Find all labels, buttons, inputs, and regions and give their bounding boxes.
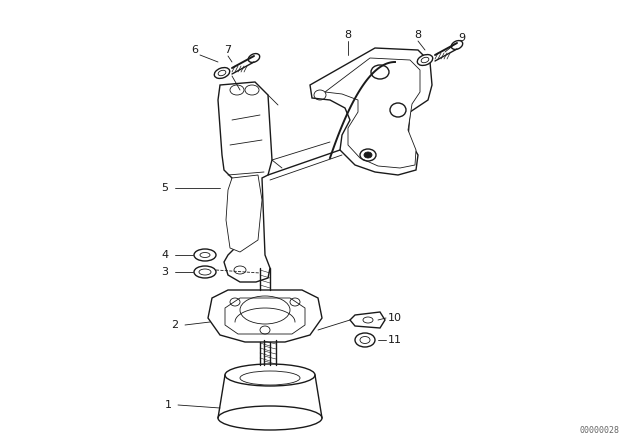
Polygon shape [218, 82, 272, 282]
Text: 00000028: 00000028 [580, 426, 620, 435]
Polygon shape [325, 58, 420, 168]
Text: 8: 8 [344, 30, 351, 40]
Polygon shape [226, 175, 262, 252]
Ellipse shape [364, 152, 372, 158]
Text: 2: 2 [172, 320, 179, 330]
Text: 9: 9 [458, 33, 465, 43]
Ellipse shape [218, 70, 226, 76]
Text: 8: 8 [415, 30, 422, 40]
Text: 1: 1 [164, 400, 172, 410]
Text: 6: 6 [191, 45, 198, 55]
Ellipse shape [451, 41, 463, 49]
Ellipse shape [200, 253, 210, 258]
Text: 5: 5 [161, 183, 168, 193]
Text: 7: 7 [225, 45, 232, 55]
Ellipse shape [225, 364, 315, 386]
Ellipse shape [417, 55, 433, 65]
Polygon shape [225, 298, 305, 334]
Ellipse shape [248, 54, 260, 62]
Polygon shape [310, 48, 432, 175]
Ellipse shape [421, 57, 429, 63]
Polygon shape [350, 312, 385, 328]
Polygon shape [208, 290, 322, 342]
Text: 4: 4 [161, 250, 168, 260]
Ellipse shape [199, 269, 211, 275]
Ellipse shape [214, 68, 230, 78]
Ellipse shape [194, 249, 216, 261]
Text: 3: 3 [161, 267, 168, 277]
Ellipse shape [194, 266, 216, 278]
Text: 10: 10 [388, 313, 402, 323]
Ellipse shape [218, 406, 322, 430]
Ellipse shape [355, 333, 375, 347]
Text: 11: 11 [388, 335, 402, 345]
